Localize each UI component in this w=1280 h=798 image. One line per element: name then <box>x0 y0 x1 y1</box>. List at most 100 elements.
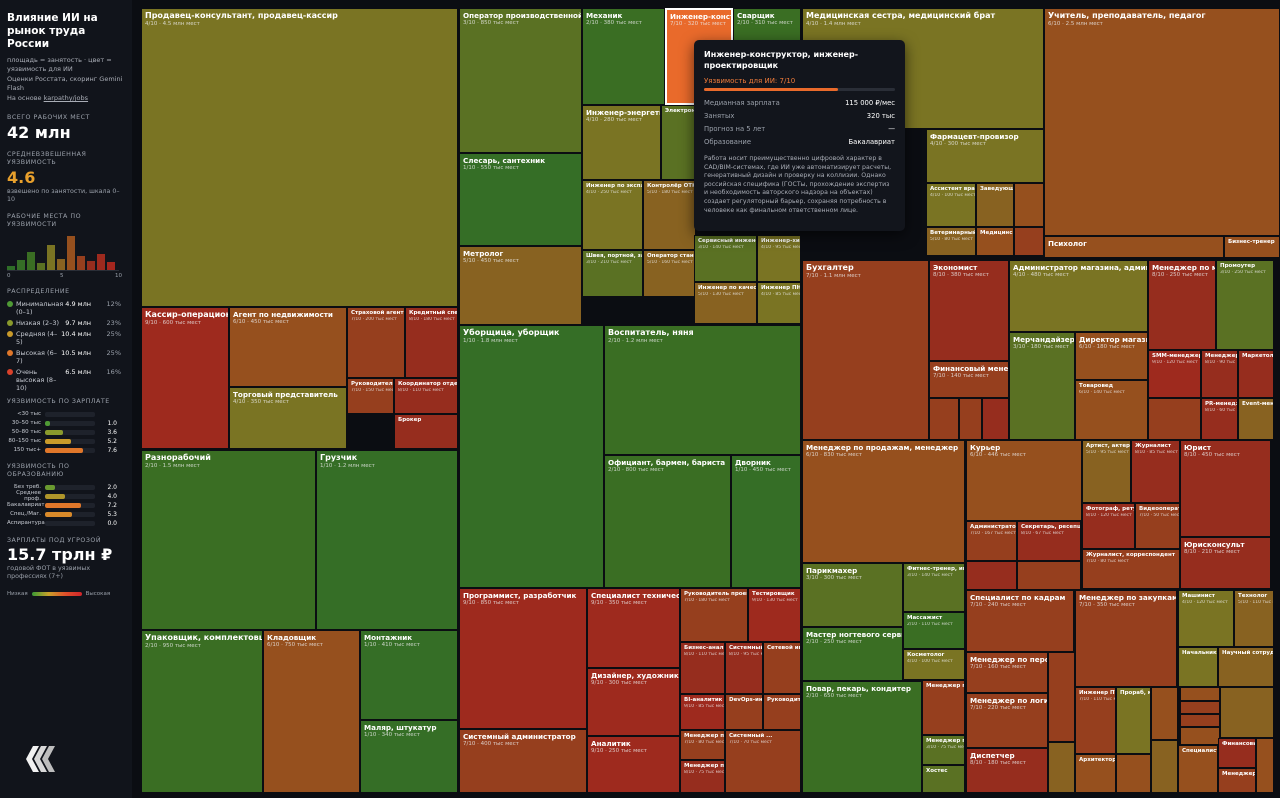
treemap-tile[interactable]: Учитель, преподаватель, педагог 6/10 · 2.… <box>1044 8 1280 236</box>
treemap-tile[interactable]: Архитектор <box>1075 754 1116 793</box>
treemap-tile[interactable]: Специалист <box>1178 745 1218 793</box>
treemap-tile-minor[interactable] <box>1116 754 1151 793</box>
treemap-tile[interactable]: Медицинский <box>976 227 1014 256</box>
treemap-tile[interactable]: Артист, актер, музыкант5/10 · 95 тыс мес… <box>1082 440 1131 503</box>
treemap-tile[interactable]: Руководитель <box>763 694 801 730</box>
treemap-tile[interactable]: Фитнес-тренер, инструктор3/10 · 140 тыс … <box>903 563 965 612</box>
treemap-tile[interactable]: Разнорабочий 2/10 · 1.5 млн мест <box>141 450 316 630</box>
treemap-tile[interactable]: Научный сотрудник <box>1218 647 1274 687</box>
treemap-tile-minor[interactable] <box>1180 714 1220 727</box>
treemap-tile[interactable]: Бухгалтер 7/10 · 1.1 млн мест <box>802 260 929 440</box>
treemap-tile[interactable]: Начальник смены <box>1178 647 1218 687</box>
treemap-tile[interactable]: Механик 2/10 · 380 тыс мест <box>582 8 665 105</box>
treemap-tile[interactable]: Метролог 5/10 · 450 тыс мест <box>459 246 582 325</box>
treemap-tile[interactable]: Психолог <box>1044 236 1224 258</box>
treemap-tile[interactable]: Тестировщик 9/10 · 130 тыс мест <box>748 588 801 642</box>
treemap-tile[interactable]: Курьер 6/10 · 446 тыс мест <box>966 440 1082 521</box>
treemap-tile[interactable]: BI-аналитик 9/10 · 85 тыс мест <box>680 694 725 730</box>
treemap-tile[interactable]: Кассир-операционист9/10 · 600 тыс мест <box>141 307 229 449</box>
treemap-tile[interactable]: Мастер ногтевого сервиса2/10 · 250 тыс м… <box>802 627 903 681</box>
treemap-tile[interactable]: Массажист 2/10 · 110 тыс мест <box>903 612 965 649</box>
treemap-tile[interactable]: Слесарь, сантехник 1/10 · 550 тыс мест <box>459 153 582 246</box>
treemap-tile[interactable]: Фармацевт-провизор 4/10 · 300 тыс мест <box>926 129 1044 183</box>
treemap-tile[interactable]: Специалист по кадрам 7/10 · 240 тыс мест <box>966 590 1074 652</box>
treemap-tile[interactable]: Директор магазина6/10 · 180 тыс мест <box>1075 332 1148 380</box>
treemap-tile[interactable]: Журналист, корреспондент 7/10 · 80 тыс ме… <box>1082 549 1180 589</box>
treemap-tile[interactable]: Дизайнер, художник 9/10 · 300 тыс мест <box>587 668 680 736</box>
treemap-tile[interactable]: Менеджер по ...7/10 · 80 тыс мест <box>680 730 725 760</box>
treemap-tile-minor[interactable] <box>929 398 959 440</box>
treemap-tile[interactable]: Электромонтер <box>661 105 696 180</box>
treemap-tile[interactable]: Секретарь, ресепшионист8/10 · 67 тыс мес… <box>1017 521 1081 561</box>
treemap-tile[interactable]: Руководитель 7/10 · 150 тыс мест <box>347 378 394 414</box>
treemap-tile[interactable]: Монтажник 1/10 · 410 тыс мест <box>360 630 458 720</box>
treemap-tile-minor[interactable] <box>1151 740 1178 793</box>
treemap-tile[interactable]: Мерчандайзер 3/10 · 180 тыс мест <box>1009 332 1075 440</box>
treemap-tile-minor[interactable] <box>1180 727 1220 745</box>
treemap-tile-minor[interactable] <box>1256 738 1274 793</box>
treemap-tile[interactable]: Оператор производственной линии3/10 · 85… <box>459 8 582 153</box>
treemap-tile-minor[interactable] <box>1048 742 1075 793</box>
treemap-tile[interactable]: Агент по недвижимости 6/10 · 450 тыс мест <box>229 307 347 387</box>
treemap-tile[interactable]: Менеджер по маркетингу8/10 · 250 тыс мес… <box>1148 260 1216 350</box>
treemap-tile[interactable]: Финансовый <box>1218 738 1256 768</box>
treemap-tile[interactable]: Инженер по качеству5/10 · 130 тыс мест <box>694 282 757 324</box>
treemap-tile[interactable]: Менеджер по закупкам 7/10 · 350 тыс мест <box>1075 590 1177 687</box>
treemap-tile[interactable]: DevOps-инженер <box>725 694 763 730</box>
treemap-tile[interactable]: Event-менеджер <box>1238 398 1274 440</box>
treemap-tile[interactable]: Бизнес-аналитик8/10 · 110 тыс мест <box>680 642 725 694</box>
treemap-tile-minor[interactable] <box>1151 687 1178 740</box>
treemap-tile[interactable]: Специалист технической поддержки9/10 · 3… <box>587 588 680 668</box>
treemap-tile[interactable]: Прораб, мастер <box>1116 687 1151 754</box>
treemap-tile[interactable]: Промоутер 3/10 · 250 тыс мест <box>1216 260 1274 350</box>
treemap-tile[interactable]: Видеооператор7/10 · 50 тыс мест <box>1135 503 1180 549</box>
treemap-tile[interactable]: Инженер по эксплуатации4/10 · 250 тыс ме… <box>582 180 643 250</box>
treemap-tile[interactable]: Кладовщик 6/10 · 750 тыс мест <box>263 630 360 793</box>
treemap-tile[interactable]: Системный ... 7/10 · 70 тыс мест <box>725 730 801 793</box>
treemap-tile-minor[interactable] <box>1180 687 1220 701</box>
treemap-tile[interactable]: Инженер-энергетик4/10 · 280 тыс мест <box>582 105 661 180</box>
treemap-tile[interactable]: Инженер ПНР4/10 · 85 тыс мест <box>757 282 801 324</box>
treemap-tile-minor[interactable] <box>1014 183 1044 227</box>
treemap-tile-minor[interactable] <box>982 398 1009 440</box>
treemap-tile-minor[interactable] <box>1014 227 1044 256</box>
treemap-tile[interactable]: Менеджер по рекламе8/10 · 90 тыс мест <box>1201 350 1238 398</box>
treemap-tile[interactable]: Грузчик 1/10 · 1.2 млн мест <box>316 450 458 630</box>
treemap-tile[interactable]: Упаковщик, комплектовщик2/10 · 950 тыс м… <box>141 630 263 793</box>
treemap-tile[interactable]: Сервисный инженер3/10 · 140 тыс мест <box>694 235 757 282</box>
treemap-tile[interactable]: Юрисконсульт 8/10 · 210 тыс мест <box>1180 537 1271 589</box>
treemap-tile[interactable]: Швея, портной, закройщик3/10 · 210 тыс м… <box>582 250 643 297</box>
treemap-tile[interactable]: Системный администратор 7/10 · 400 тыс ме… <box>459 729 587 793</box>
treemap-tile[interactable]: Машинист 4/10 · 120 тыс мест <box>1178 590 1234 647</box>
treemap-tile[interactable]: Финансовый менеджер7/10 · 140 тыс мест <box>929 361 1009 398</box>
treemap-tile[interactable]: PR-менеджер8/10 · 60 тыс мест <box>1201 398 1238 440</box>
treemap-tile-minor[interactable] <box>959 398 982 440</box>
treemap-tile[interactable]: Товаровед 6/10 · 140 тыс мест <box>1075 380 1148 440</box>
treemap-tile[interactable]: Ветеринарный врач5/10 · 80 тыс мест <box>926 227 976 256</box>
treemap-tile-minor[interactable] <box>1180 701 1220 714</box>
treemap-tile[interactable]: Аналитик 9/10 · 250 тыс мест <box>587 736 680 793</box>
treemap-tile-minor[interactable] <box>1148 398 1201 440</box>
treemap-tile[interactable]: Менеджер по персоналу7/10 · 160 тыс мест <box>966 652 1048 693</box>
treemap-tile[interactable]: Координатор отдела8/10 · 110 тыс мест <box>394 378 458 414</box>
treemap-tile[interactable]: Менеджер <box>1218 768 1256 793</box>
treemap-tile[interactable]: Юрист 8/10 · 450 тыс мест <box>1180 440 1271 537</box>
treemap-tile[interactable]: Заведующий <box>976 183 1014 227</box>
treemap-tile[interactable]: Программист, разработчик 9/10 · 850 тыс м… <box>459 588 587 729</box>
treemap-tile[interactable]: Дворник 1/10 · 450 тыс мест <box>731 455 801 588</box>
treemap-tile[interactable]: Косметолог 4/10 · 100 тыс мест <box>903 649 965 680</box>
treemap-tile[interactable]: Бизнес-тренер <box>1224 236 1280 258</box>
treemap-tile[interactable]: Продавец-консультант, продавец-кассир 4/1… <box>141 8 458 307</box>
treemap-tile[interactable]: Брокер <box>394 414 458 449</box>
treemap-tile[interactable]: Руководитель проектов7/10 · 180 тыс мест <box>680 588 748 642</box>
treemap-tile[interactable]: Системный аналитик8/10 · 95 тыс мест <box>725 642 763 694</box>
treemap-tile[interactable]: Парикмахер 3/10 · 300 тыс мест <box>802 563 903 627</box>
treemap-tile[interactable]: Диспетчер 8/10 · 180 тыс мест <box>966 748 1048 793</box>
treemap-tile[interactable]: Маляр, штукатур 1/10 · 340 тыс мест <box>360 720 458 793</box>
treemap-tile[interactable]: Повар, пекарь, кондитер 2/10 · 650 тыс ме… <box>802 681 922 793</box>
treemap-tile-minor[interactable] <box>1048 652 1075 742</box>
source-link[interactable]: karpathy/jobs <box>43 94 89 102</box>
treemap-tile[interactable]: Кредитный специалист8/10 · 180 тыс мест <box>405 307 458 378</box>
treemap-tile[interactable]: Ассистент врача4/10 · 100 тыс мест <box>926 183 976 227</box>
